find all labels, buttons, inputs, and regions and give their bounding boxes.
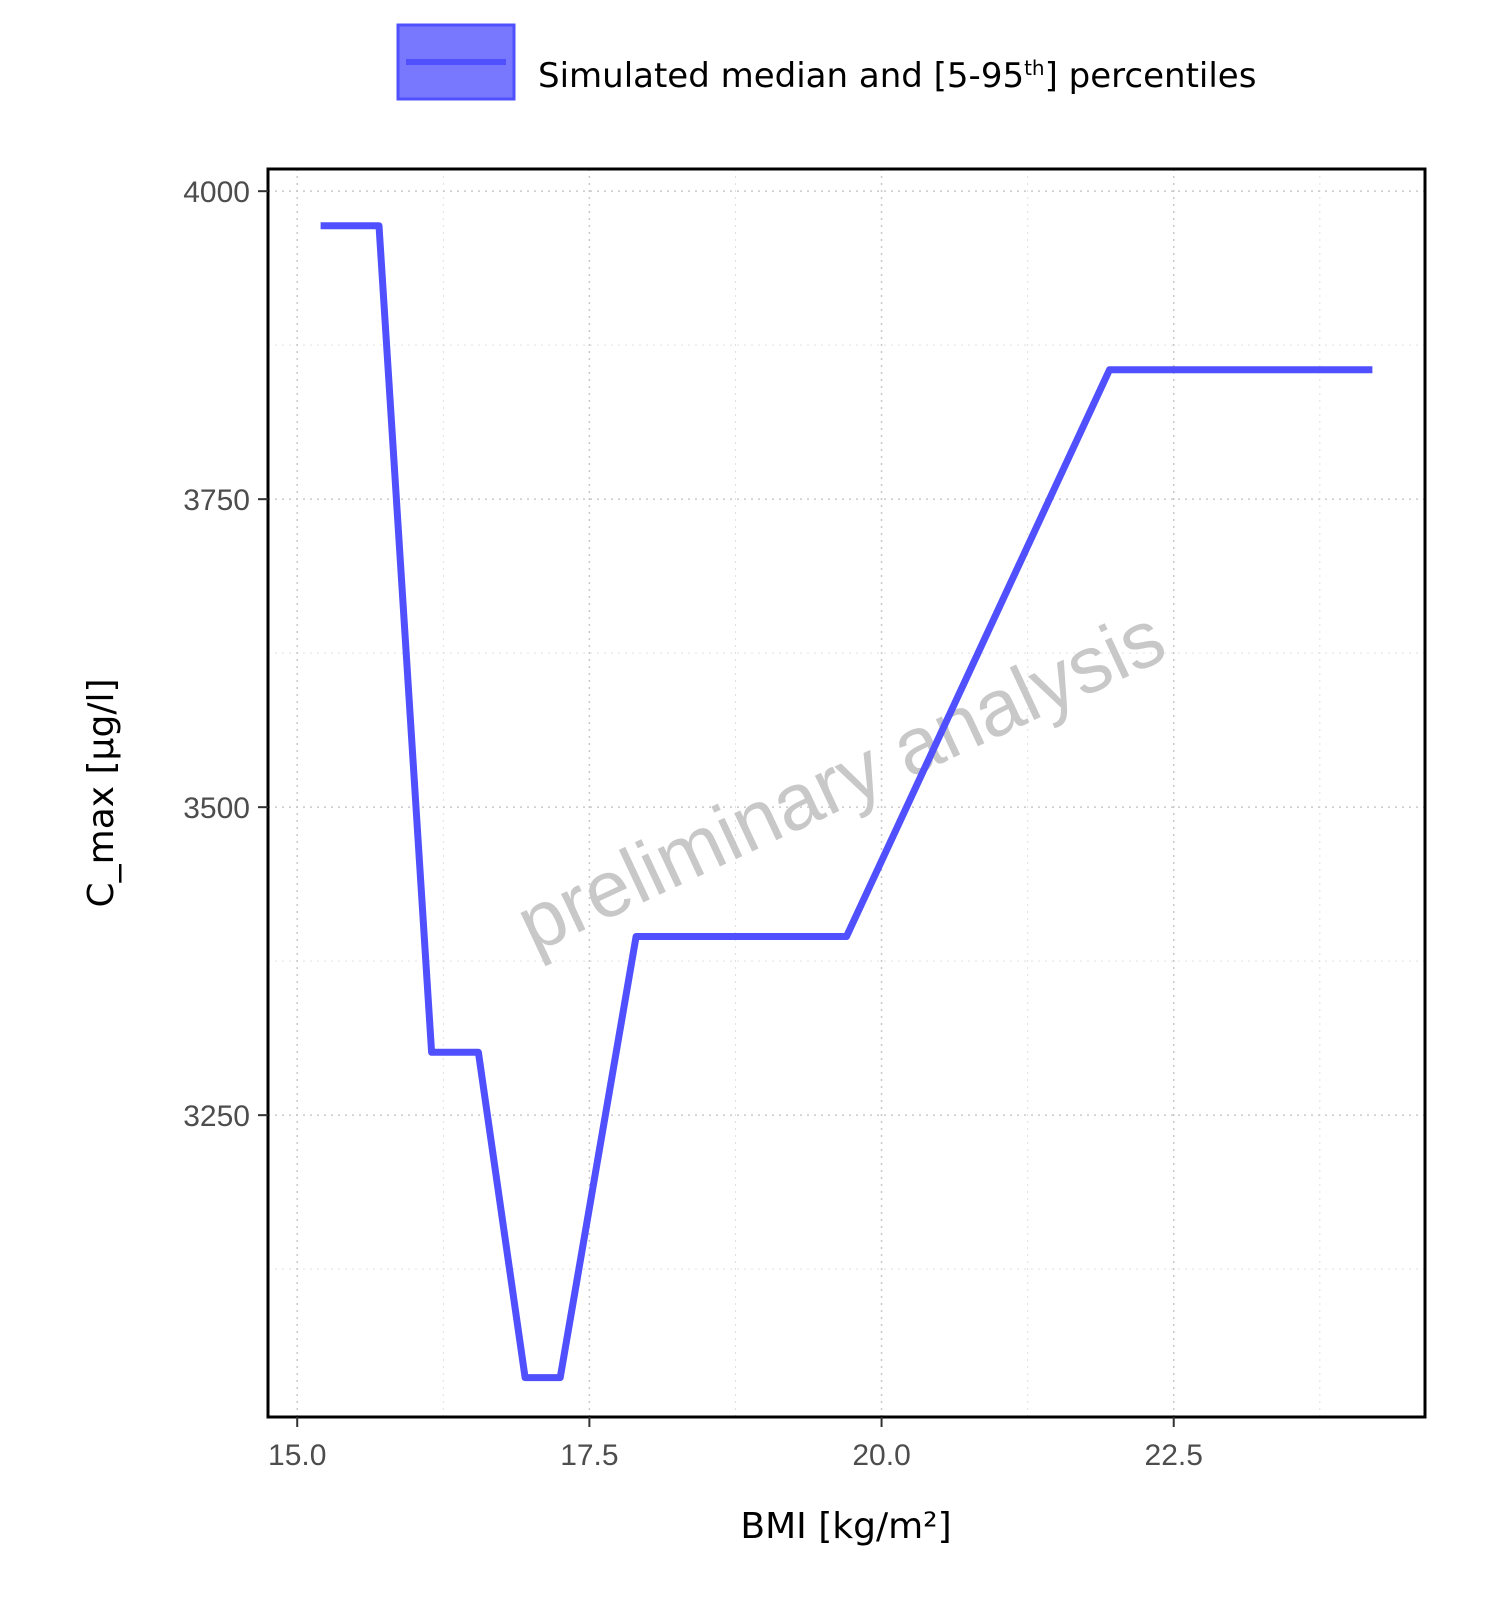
y-axis: 3250 3500 3750 4000	[183, 176, 268, 1133]
x-axis-title: BMI [kg/m²]	[740, 1506, 951, 1547]
y-tick-label: 3500	[183, 792, 250, 825]
legend-label-end: ] percentiles	[1045, 56, 1257, 96]
legend-label-main: Simulated median and [5-95	[538, 56, 1024, 96]
x-tick-label: 22.5	[1145, 1439, 1203, 1472]
grid-minor	[268, 169, 1425, 1417]
x-tick-label: 20.0	[852, 1439, 910, 1472]
grid-major	[268, 169, 1425, 1417]
y-tick-label: 4000	[183, 176, 250, 209]
legend-label-sup: th	[1024, 56, 1045, 80]
watermark: preliminary analysis	[503, 591, 1177, 969]
legend-label: Simulated median and [5-95th] percentile…	[538, 56, 1256, 96]
series-line-simulated-median	[320, 222, 1373, 1382]
x-axis: 15.0 17.5 20.0 22.5	[268, 1417, 1203, 1472]
legend: Simulated median and [5-95th] percentile…	[396, 23, 1256, 101]
y-tick-label: 3250	[183, 1100, 250, 1133]
plot-panel-border	[266, 167, 1427, 1419]
y-axis-title: C_max [µg/l]	[81, 679, 122, 908]
y-tick-label: 3750	[183, 484, 250, 517]
x-tick-label: 17.5	[560, 1439, 618, 1472]
x-tick-label: 15.0	[268, 1439, 326, 1472]
